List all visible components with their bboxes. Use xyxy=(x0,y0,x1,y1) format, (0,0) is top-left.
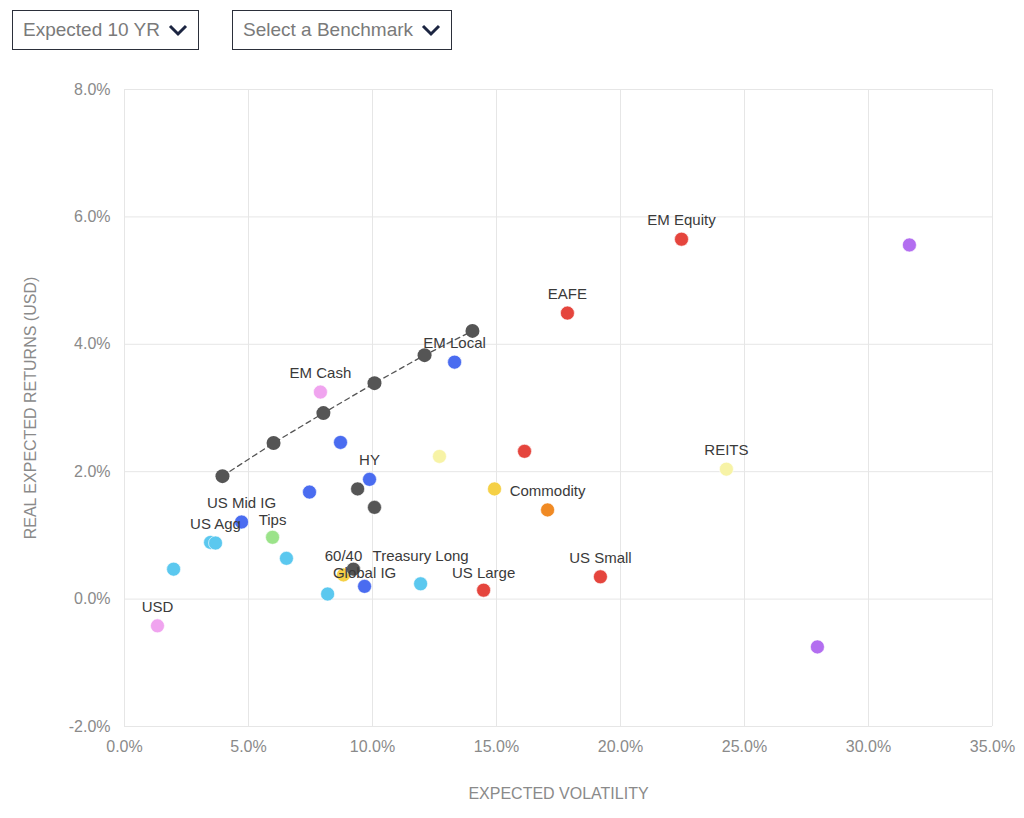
svg-text:5.0%: 5.0% xyxy=(230,738,266,755)
svg-text:Treasury Long: Treasury Long xyxy=(373,547,469,564)
svg-text:4.0%: 4.0% xyxy=(74,335,110,352)
svg-text:20.0%: 20.0% xyxy=(598,738,643,755)
svg-text:EM Cash: EM Cash xyxy=(290,364,352,381)
svg-text:6.0%: 6.0% xyxy=(74,208,110,225)
svg-text:EXPECTED VOLATILITY: EXPECTED VOLATILITY xyxy=(468,785,649,802)
svg-text:0.0%: 0.0% xyxy=(106,738,142,755)
svg-text:HY: HY xyxy=(359,451,380,468)
svg-text:60/40: 60/40 xyxy=(325,547,363,564)
svg-text:EM Local: EM Local xyxy=(423,334,486,351)
svg-text:US Small: US Small xyxy=(569,549,632,566)
svg-text:EAFE: EAFE xyxy=(548,285,587,302)
svg-text:US Agg: US Agg xyxy=(190,515,241,532)
svg-text:Tips: Tips xyxy=(259,511,287,528)
svg-text:Global IG: Global IG xyxy=(333,564,396,581)
svg-text:USD: USD xyxy=(142,598,174,615)
svg-text:15.0%: 15.0% xyxy=(474,738,519,755)
svg-text:30.0%: 30.0% xyxy=(846,738,891,755)
svg-text:2.0%: 2.0% xyxy=(74,463,110,480)
svg-text:25.0%: 25.0% xyxy=(722,738,767,755)
svg-text:US Mid IG: US Mid IG xyxy=(207,494,276,511)
svg-text:EM Equity: EM Equity xyxy=(647,211,716,228)
svg-text:35.0%: 35.0% xyxy=(970,738,1015,755)
svg-text:REITS: REITS xyxy=(704,441,748,458)
svg-text:0.0%: 0.0% xyxy=(74,590,110,607)
svg-text:8.0%: 8.0% xyxy=(74,81,110,98)
svg-text:10.0%: 10.0% xyxy=(350,738,395,755)
svg-text:-2.0%: -2.0% xyxy=(69,718,111,735)
svg-text:Commodity: Commodity xyxy=(510,482,586,499)
svg-text:REAL EXPECTED RETURNS (USD): REAL EXPECTED RETURNS (USD) xyxy=(22,277,39,540)
html-text:Select a Benchmark: Select a Benchmark xyxy=(243,19,413,40)
html-text:Expected 10 YR: Expected 10 YR xyxy=(23,19,160,40)
svg-text:US Large: US Large xyxy=(452,564,515,581)
